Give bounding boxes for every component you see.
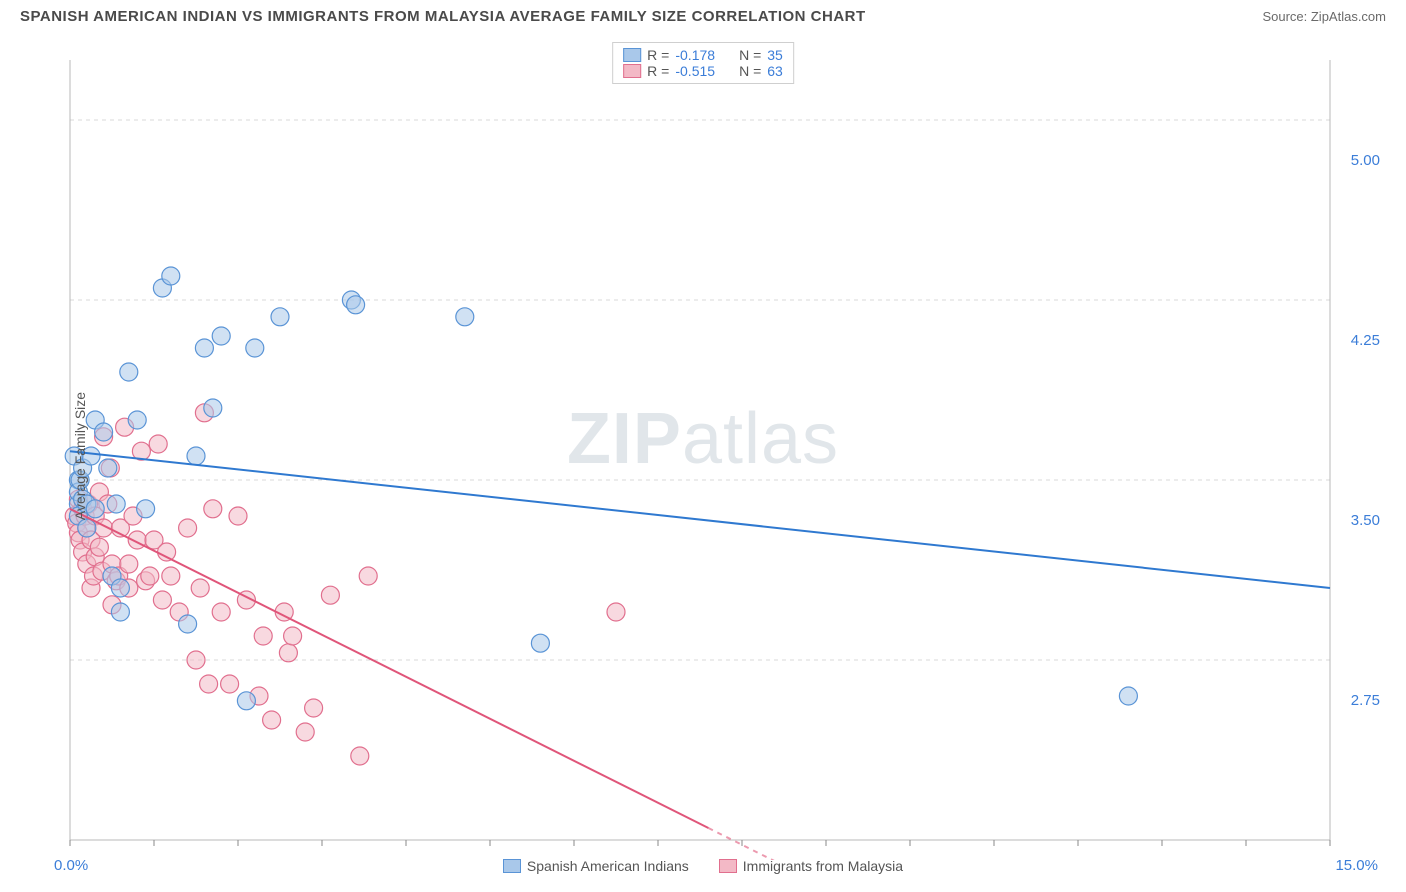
chart-container: Average Family Size ZIPatlas R = -0.178 … [20, 40, 1386, 872]
r-value-1: -0.515 [675, 63, 715, 79]
legend-label-1: Immigrants from Malaysia [743, 858, 903, 874]
r-label: R = [647, 47, 669, 63]
chart-title: SPANISH AMERICAN INDIAN VS IMMIGRANTS FR… [20, 8, 866, 25]
y-tick-label: 2.75 [1351, 692, 1380, 709]
y-axis-label: Average Family Size [72, 392, 88, 520]
swatch-series-0 [623, 48, 641, 62]
swatch-series-1 [719, 859, 737, 873]
n-label: N = [739, 63, 761, 79]
scatter-plot [20, 40, 1380, 860]
legend-row-series-0: R = -0.178 N = 35 [623, 47, 783, 63]
y-tick-label: 3.50 [1351, 512, 1380, 529]
series-legend: Spanish American Indians Immigrants from… [20, 858, 1386, 874]
legend-row-series-1: R = -0.515 N = 63 [623, 63, 783, 79]
source-link[interactable]: ZipAtlas.com [1311, 9, 1386, 24]
r-label: R = [647, 63, 669, 79]
r-value-0: -0.178 [675, 47, 715, 63]
n-value-0: 35 [767, 47, 783, 63]
n-value-1: 63 [767, 63, 783, 79]
legend-item-0: Spanish American Indians [503, 858, 689, 874]
source-label: Source: [1262, 9, 1310, 24]
swatch-series-1 [623, 64, 641, 78]
correlation-legend: R = -0.178 N = 35 R = -0.515 N = 63 [612, 42, 794, 84]
n-label: N = [739, 47, 761, 63]
legend-item-1: Immigrants from Malaysia [719, 858, 903, 874]
y-tick-label: 5.00 [1351, 152, 1380, 169]
legend-label-0: Spanish American Indians [527, 858, 689, 874]
source-attribution: Source: ZipAtlas.com [1262, 9, 1386, 24]
y-tick-label: 4.25 [1351, 332, 1380, 349]
swatch-series-0 [503, 859, 521, 873]
